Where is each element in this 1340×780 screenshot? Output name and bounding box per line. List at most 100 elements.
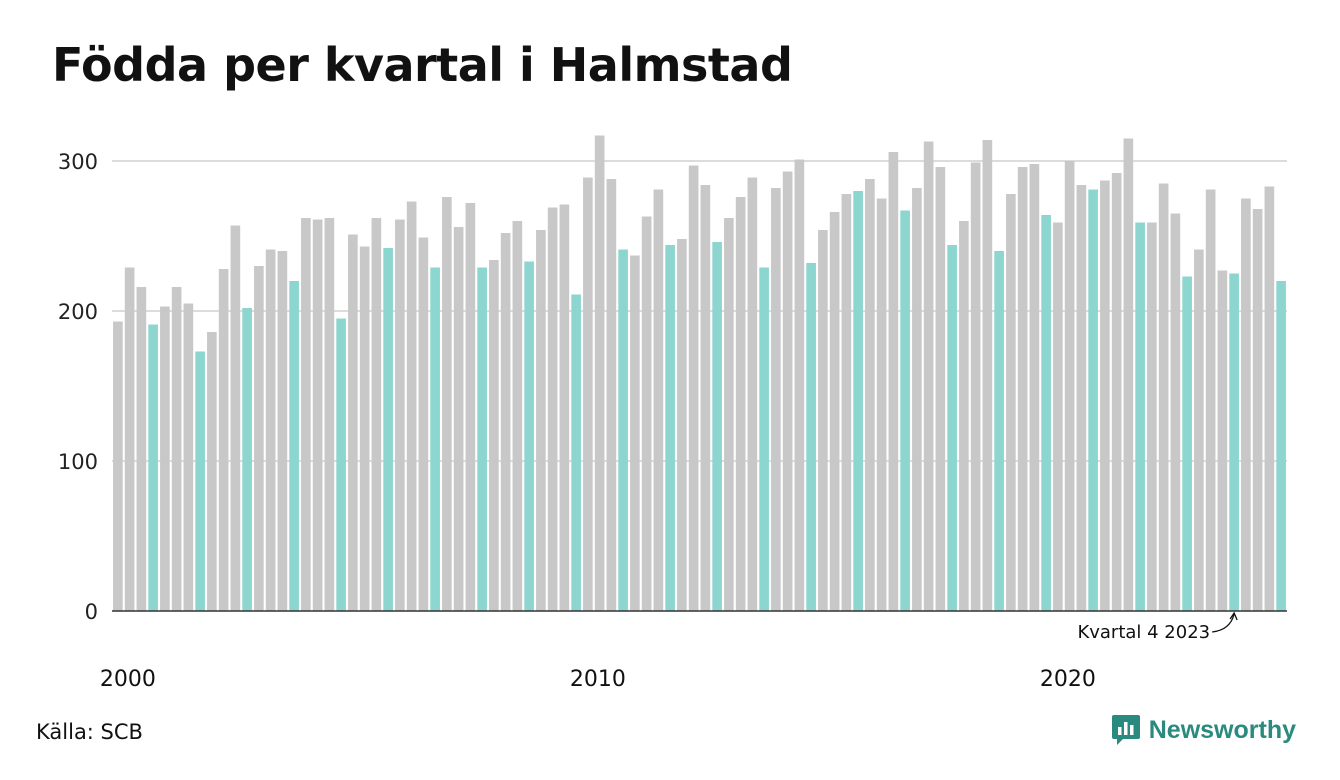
- bar: [324, 218, 335, 611]
- bar: [171, 287, 182, 611]
- bar: [630, 255, 640, 611]
- newsworthy-logo-icon: [1111, 715, 1140, 745]
- bar: [1064, 161, 1075, 611]
- bar: [1111, 173, 1122, 611]
- bar: [982, 140, 993, 611]
- brand-name: Newsworthy: [1148, 715, 1296, 744]
- bar: [935, 167, 946, 611]
- source-note: Källa: SCB: [36, 720, 143, 744]
- bar: [1076, 185, 1087, 611]
- bar: [1264, 186, 1275, 611]
- bar: [900, 210, 910, 611]
- bar: [536, 230, 546, 611]
- bar: [406, 201, 417, 611]
- annotation-arrow: [1212, 613, 1235, 633]
- bar: [712, 242, 722, 611]
- bar: [1252, 209, 1263, 611]
- gridlines: [112, 160, 1287, 462]
- bar: [724, 218, 734, 611]
- y-tick-label: 300: [58, 150, 98, 174]
- bar: [207, 332, 217, 611]
- bar: [606, 179, 617, 611]
- bar: [442, 197, 452, 611]
- bar: [195, 351, 205, 611]
- bar: [665, 245, 675, 611]
- bar: [771, 188, 781, 611]
- bar: [312, 219, 323, 611]
- bar: [265, 249, 276, 611]
- bar-chart: 0 100 200 300 2000 2010 2020 Kvartal 4 2023: [58, 135, 1287, 692]
- bar: [301, 218, 311, 611]
- bar: [559, 204, 570, 611]
- bar: [383, 248, 393, 611]
- bar: [289, 281, 299, 611]
- brand-logo: Newsworthy: [1111, 713, 1296, 747]
- bar: [876, 198, 887, 611]
- bar: [759, 267, 769, 611]
- bar: [218, 269, 229, 611]
- bar: [865, 179, 875, 611]
- x-tick-label: 2000: [100, 667, 156, 692]
- bar: [888, 152, 899, 611]
- bar: [359, 246, 370, 611]
- y-tick-label: 200: [58, 300, 98, 324]
- bar: [1147, 222, 1157, 611]
- bar: [1088, 189, 1098, 611]
- bar: [1158, 183, 1169, 611]
- bar: [489, 260, 499, 611]
- bar: [1029, 164, 1040, 611]
- bar: [148, 324, 158, 611]
- y-axis-ticks: 0 100 200 300: [58, 150, 98, 624]
- bar: [1194, 249, 1204, 611]
- bar: [841, 194, 852, 611]
- bar: [1123, 138, 1134, 611]
- bar: [1170, 213, 1181, 611]
- bar: [583, 177, 593, 611]
- bar: [512, 221, 523, 611]
- bar: [254, 266, 264, 611]
- bar: [500, 233, 511, 611]
- bar: [1229, 273, 1239, 611]
- bar: [242, 308, 252, 611]
- bar: [1182, 276, 1192, 611]
- bar: [348, 234, 358, 611]
- bar: [829, 212, 840, 611]
- bar: [371, 218, 382, 611]
- bar: [853, 191, 863, 611]
- bar: [547, 207, 558, 611]
- y-tick-label: 0: [85, 600, 98, 624]
- bar: [1276, 281, 1286, 611]
- bar: [136, 287, 147, 611]
- bar: [959, 221, 969, 611]
- y-tick-label: 100: [58, 450, 98, 474]
- bar: [1017, 167, 1028, 611]
- bar: [794, 159, 805, 611]
- x-tick-label: 2010: [570, 667, 626, 692]
- bar: [806, 263, 816, 611]
- bar: [947, 245, 957, 611]
- bar: [453, 227, 464, 611]
- x-tick-label: 2020: [1040, 667, 1096, 692]
- bar: [1217, 270, 1228, 611]
- bar: [183, 303, 194, 611]
- bar: [782, 171, 793, 611]
- bar: [735, 197, 746, 611]
- bar: [277, 251, 288, 611]
- chart-title: Födda per kvartal i Halmstad: [52, 38, 793, 92]
- annotation-label: Kvartal 4 2023: [1077, 622, 1210, 643]
- bar: [430, 267, 440, 611]
- annotation: Kvartal 4 2023: [1077, 611, 1238, 643]
- bar: [594, 135, 605, 611]
- bar: [970, 162, 981, 611]
- bar: [688, 165, 699, 611]
- bar: [336, 318, 346, 611]
- x-axis-ticks: 2000 2010 2020: [100, 667, 1096, 692]
- bar: [524, 261, 534, 611]
- bar: [1041, 215, 1051, 611]
- bar: [923, 141, 934, 611]
- bar: [477, 267, 487, 611]
- bar: [465, 203, 476, 611]
- annotation-arrowhead: [1229, 611, 1238, 621]
- bar: [124, 267, 135, 611]
- bars: [113, 135, 1286, 611]
